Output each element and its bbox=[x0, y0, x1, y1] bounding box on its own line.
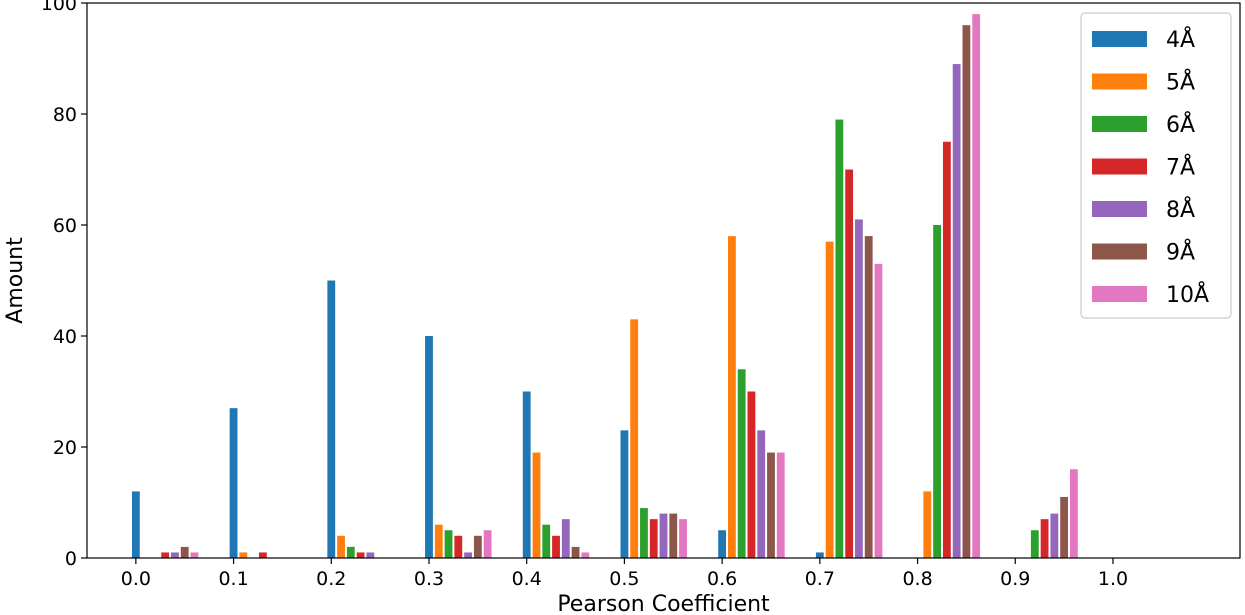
bar-7A-0.8 bbox=[942, 141, 951, 558]
bar-8A-0.6 bbox=[757, 430, 766, 558]
bar-6A-0.5 bbox=[640, 508, 648, 558]
bar-5A-0.2 bbox=[337, 535, 345, 558]
bar-7A-0.4 bbox=[552, 535, 560, 558]
x-tick-label: 0.6 bbox=[707, 568, 737, 590]
x-tick-label: 0.8 bbox=[902, 568, 932, 590]
x-tick-label: 0.4 bbox=[512, 568, 542, 590]
legend-swatch-7A bbox=[1092, 158, 1147, 175]
bar-4A-0.0 bbox=[131, 491, 140, 558]
legend-label: 9Å bbox=[1166, 239, 1195, 266]
legend-swatch-4A bbox=[1092, 31, 1147, 47]
bar-10A-0.8 bbox=[972, 14, 981, 559]
bar-7A-0.1 bbox=[258, 552, 267, 558]
bar-4A-0.2 bbox=[327, 280, 336, 558]
bar-7A-0.2 bbox=[356, 552, 365, 558]
x-axis: 0.0 0.1 0.2 0.3 0.4 0.5 0.6 0.7 0.8 0.9 1.0 bbox=[121, 558, 1128, 590]
bar-7A-0.6 bbox=[747, 391, 756, 558]
legend-swatch-9A bbox=[1092, 243, 1147, 260]
bar-4A-0.5 bbox=[620, 430, 629, 558]
bar-8A-0.8 bbox=[952, 64, 961, 559]
bar-4A-0.7 bbox=[815, 552, 824, 558]
bar-4A-0.1 bbox=[229, 408, 238, 558]
y-tick-label: 40 bbox=[53, 326, 77, 348]
legend-swatch-8A bbox=[1092, 201, 1147, 217]
bar-10A-0.3 bbox=[483, 530, 492, 558]
bar-6A-0.7 bbox=[835, 119, 844, 559]
bar-10A-0.0 bbox=[190, 552, 199, 558]
bar-6A-0.9 bbox=[1030, 530, 1039, 558]
x-tick-label: 0.3 bbox=[414, 568, 444, 590]
bar-9A-0.8 bbox=[962, 25, 971, 558]
bar-4A-0.6 bbox=[718, 530, 727, 558]
bar-10A-0.7 bbox=[874, 263, 883, 558]
bar-5A-0.4 bbox=[532, 452, 541, 558]
bar-5A-0.8 bbox=[923, 491, 932, 558]
legend-swatch-6A bbox=[1092, 116, 1147, 132]
y-tick-label: 60 bbox=[53, 215, 77, 237]
bar-5A-0.7 bbox=[825, 241, 834, 558]
bar-7A-0.5 bbox=[649, 519, 658, 558]
legend: 4Å 5Å 6Å 7Å 8Å 9Å 10Å bbox=[1080, 12, 1232, 319]
bar-6A-0.2 bbox=[346, 546, 355, 558]
bar-5A-0.6 bbox=[727, 236, 736, 558]
legend-label: 4Å bbox=[1166, 26, 1195, 53]
plot-frame bbox=[86, 2, 1241, 559]
legend-swatch-5A bbox=[1092, 73, 1147, 90]
bar-5A-0.5 bbox=[630, 319, 639, 558]
bar-5A-0.1 bbox=[239, 552, 248, 558]
y-tick-label: 0 bbox=[65, 548, 77, 570]
bar-6A-0.6 bbox=[737, 369, 746, 558]
bar-9A-0.5 bbox=[669, 513, 678, 558]
bar-6A-0.4 bbox=[542, 524, 551, 558]
bar-8A-0.2 bbox=[366, 552, 375, 558]
y-tick-label: 20 bbox=[53, 437, 77, 459]
bar-8A-0.7 bbox=[855, 219, 863, 558]
bar-10A-0.4 bbox=[581, 552, 590, 558]
bar-4A-0.3 bbox=[425, 336, 433, 558]
bar-8A-0.4 bbox=[561, 519, 570, 558]
x-tick-label: 0.1 bbox=[218, 568, 248, 590]
bars-layer bbox=[131, 14, 1078, 559]
legend-label: 10Å bbox=[1166, 281, 1209, 308]
bar-7A-0.7 bbox=[845, 169, 854, 558]
legend-label: 5Å bbox=[1166, 69, 1195, 96]
x-tick-label: 0.5 bbox=[609, 568, 639, 590]
bar-10A-0.9 bbox=[1069, 469, 1078, 558]
x-tick-label: 0.7 bbox=[805, 568, 835, 590]
bar-9A-0.4 bbox=[571, 546, 580, 558]
y-axis-label: Amount bbox=[3, 237, 28, 324]
legend-label: 7Å bbox=[1166, 154, 1195, 181]
y-tick-label: 80 bbox=[53, 104, 77, 126]
bar-10A-0.5 bbox=[679, 519, 687, 558]
x-axis-label: Pearson Coefficient bbox=[557, 592, 770, 615]
bar-8A-0.0 bbox=[171, 552, 179, 558]
bar-7A-0.9 bbox=[1040, 519, 1049, 558]
bar-6A-0.3 bbox=[444, 530, 453, 558]
bar-4A-0.4 bbox=[522, 391, 531, 558]
bar-9A-0.9 bbox=[1060, 496, 1069, 558]
bar-9A-0.3 bbox=[473, 535, 482, 558]
bar-10A-0.6 bbox=[776, 452, 785, 558]
bar-9A-0.0 bbox=[180, 546, 189, 558]
bar-7A-0.0 bbox=[161, 552, 170, 558]
bar-7A-0.3 bbox=[454, 535, 463, 558]
bar-8A-0.5 bbox=[659, 513, 668, 558]
y-tick-label: 100 bbox=[41, 0, 77, 15]
bar-8A-0.9 bbox=[1050, 513, 1059, 558]
legend-label: 6Å bbox=[1166, 111, 1195, 138]
y-axis: 0 20 40 60 80 100 bbox=[41, 0, 87, 570]
bar-5A-0.3 bbox=[434, 524, 443, 558]
x-tick-label: 0.0 bbox=[121, 568, 151, 590]
bar-8A-0.3 bbox=[464, 552, 472, 558]
x-tick-label: 0.9 bbox=[1000, 568, 1030, 590]
legend-label: 8Å bbox=[1166, 196, 1195, 223]
bar-6A-0.8 bbox=[933, 225, 941, 558]
x-tick-label: 0.2 bbox=[316, 568, 346, 590]
bar-9A-0.7 bbox=[864, 236, 873, 558]
bar-9A-0.6 bbox=[767, 452, 775, 558]
x-tick-label: 1.0 bbox=[1098, 568, 1128, 590]
legend-swatch-10A bbox=[1092, 286, 1147, 302]
